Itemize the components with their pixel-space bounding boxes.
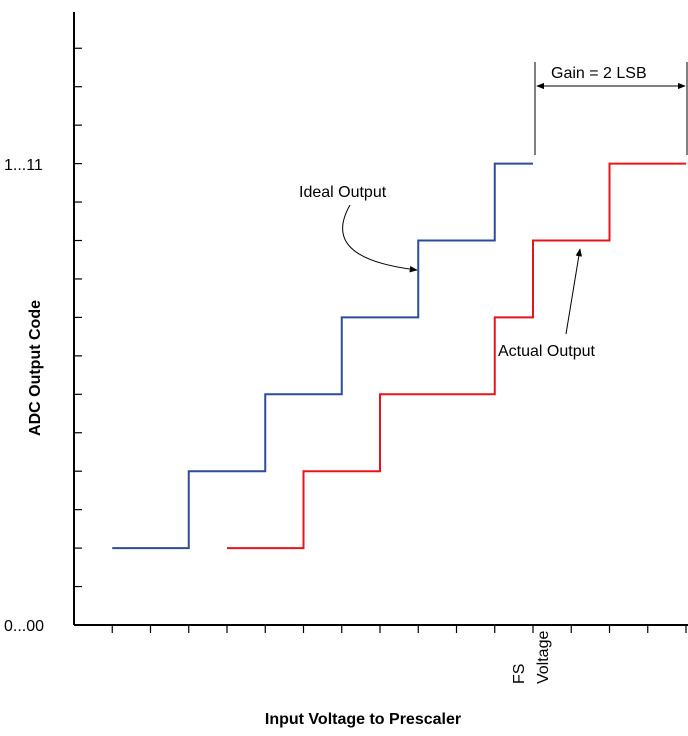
x-axis-ticks — [112, 625, 686, 633]
series-ideal-output-line — [112, 164, 533, 548]
y-tick-label-min: 0...00 — [4, 618, 44, 635]
x-axis-title: Input Voltage to Prescaler — [265, 711, 461, 728]
fs-voltage-label-line2: Voltage — [535, 631, 552, 684]
y-tick-label-max: 1...11 — [4, 157, 43, 174]
ideal-output-label: Ideal Output — [299, 184, 387, 201]
y-axis-title: ADC Output Code — [27, 300, 44, 436]
fs-voltage-label-line1: FS — [511, 664, 528, 684]
series-actual-output-line — [227, 164, 686, 548]
y-axis-ticks — [74, 48, 82, 625]
actual-output-arrow — [566, 249, 580, 334]
gain-label: Gain = 2 LSB — [551, 65, 647, 82]
ideal-output-arrow — [343, 205, 417, 270]
actual-output-label: Actual Output — [498, 343, 596, 360]
